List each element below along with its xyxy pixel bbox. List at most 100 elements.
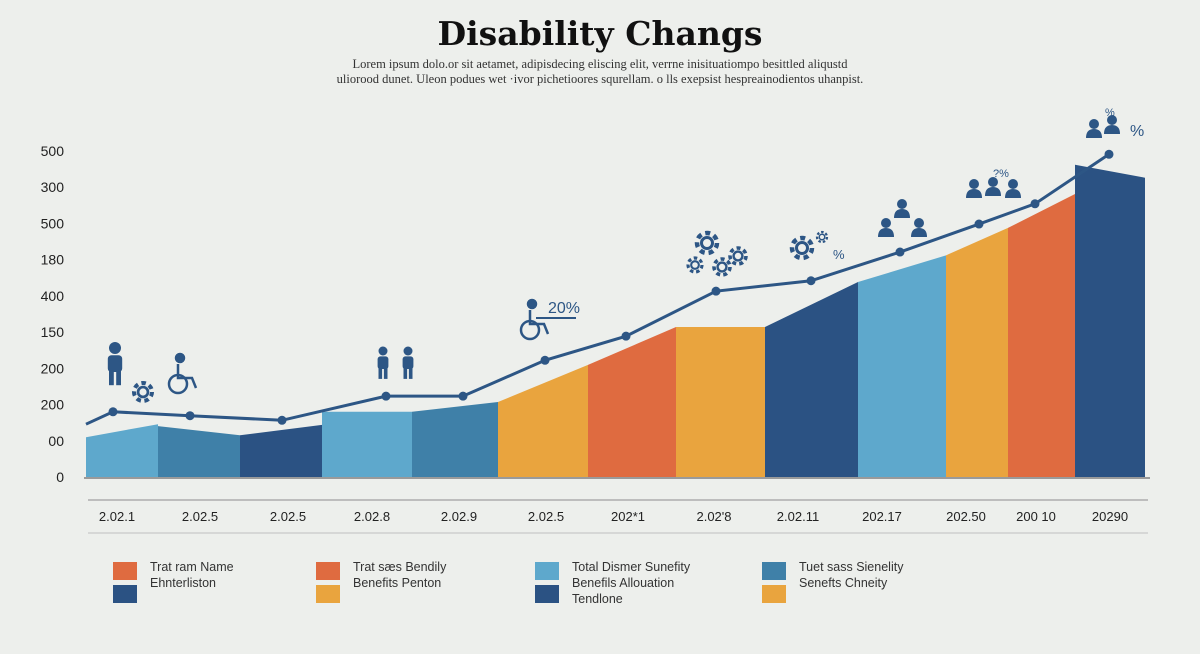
- x-tick-label: 2.02.9: [441, 509, 477, 524]
- line-point: [458, 391, 468, 401]
- line-point: [621, 331, 631, 341]
- gear-teeth: [815, 230, 829, 244]
- y-tick-label: 00: [48, 433, 64, 449]
- y-tick-label: 180: [41, 252, 65, 268]
- person-icon: [107, 342, 123, 386]
- person-body: [402, 356, 414, 369]
- person-head: [109, 342, 121, 354]
- gear-icon: [815, 230, 829, 244]
- wheelchair-icon: [519, 298, 550, 341]
- user-icon: [985, 177, 1001, 196]
- area-segment: [498, 364, 588, 477]
- annotation-label: ?%: [993, 168, 1009, 180]
- line-point: [806, 276, 816, 286]
- legend-swatch: [762, 562, 786, 580]
- x-tick-label: 2.02.5: [528, 509, 564, 524]
- line-point: [1104, 149, 1114, 159]
- x-tick-label: 2.02.5: [270, 509, 306, 524]
- line-point: [540, 355, 550, 365]
- legend-label: Senefts Chneity: [799, 576, 888, 590]
- user-icon: [894, 199, 910, 218]
- area-segment: [240, 424, 322, 477]
- user-icon: [1086, 119, 1102, 138]
- person-leg: [403, 368, 408, 379]
- area-segment: [158, 426, 240, 477]
- y-tick-label: 200: [41, 360, 65, 376]
- y-tick-label: 500: [41, 215, 65, 231]
- area-segment: [946, 227, 1008, 477]
- gear-icon: [694, 230, 720, 256]
- area-segment: [765, 282, 858, 477]
- legend-swatch: [316, 585, 340, 603]
- wheel-icon: [131, 380, 155, 404]
- head: [526, 298, 538, 310]
- legend-swatch: [113, 562, 137, 580]
- x-tick-label: 2.02.1: [99, 509, 135, 524]
- user-body: [985, 187, 1001, 196]
- frame: [528, 310, 550, 335]
- user-head: [881, 218, 891, 228]
- legend-label: Ehnterliston: [150, 576, 217, 590]
- user-body: [966, 189, 982, 198]
- legend-label: Benefils Allouation: [572, 576, 675, 590]
- gear-teeth: [712, 257, 732, 277]
- user-icon: [1104, 115, 1120, 134]
- gear-teeth: [728, 246, 748, 266]
- gear-ring: [690, 260, 700, 270]
- user-body: [894, 209, 910, 218]
- gear-icon: [712, 257, 732, 277]
- person-body: [107, 355, 123, 372]
- legend-label: Trat sæs Bendily: [353, 560, 447, 574]
- chart-subtitle: Lorem ipsum dolo.or sit aetamet, adipisd…: [336, 57, 864, 86]
- user-head: [969, 179, 979, 189]
- line-point: [895, 247, 905, 257]
- annotation-label: 20%: [548, 300, 580, 317]
- gear-ring: [136, 385, 150, 399]
- chart-title: Disability Changs: [437, 14, 763, 53]
- wheelchair-icon: [167, 352, 198, 395]
- x-tick-label: 202.17: [862, 509, 902, 524]
- legend-swatch: [535, 562, 559, 580]
- area-segment: [86, 424, 158, 477]
- gear-icon: [686, 256, 704, 274]
- user-body: [1104, 125, 1120, 134]
- legend-label: Benefits Penton: [353, 576, 442, 590]
- user-head: [988, 177, 998, 187]
- user-icon: [966, 179, 982, 198]
- person-head: [378, 346, 388, 356]
- person-leg: [408, 368, 413, 379]
- area-segment: [322, 411, 412, 477]
- person-leg: [116, 370, 121, 386]
- y-tick-label: 300: [41, 179, 65, 195]
- area-segment: [588, 327, 676, 477]
- frame: [176, 364, 198, 389]
- gear-ring: [732, 250, 744, 262]
- y-tick-label: 500: [41, 143, 65, 159]
- gear-teeth: [131, 380, 155, 404]
- annotation-label: %: [1105, 107, 1115, 119]
- legend-swatch: [535, 585, 559, 603]
- area-segment: [676, 327, 765, 477]
- user-body: [911, 228, 927, 237]
- user-head: [914, 218, 924, 228]
- area-segment: [858, 255, 946, 477]
- annotation-label: %: [1130, 123, 1144, 140]
- gear-teeth: [694, 230, 720, 256]
- x-tick-label: 2.02.8: [354, 509, 390, 524]
- gear-ring: [700, 236, 714, 250]
- y-tick-label: 400: [41, 288, 65, 304]
- user-head: [1008, 179, 1018, 189]
- gear-ring: [795, 241, 809, 255]
- x-tick-label: 202.50: [946, 509, 986, 524]
- person-leg: [378, 368, 383, 379]
- y-tick-label: 150: [41, 324, 65, 340]
- legend-label: Total Dismer Sunefity: [572, 560, 691, 574]
- legend-label: Tendlone: [572, 592, 623, 606]
- line-point: [185, 411, 195, 421]
- y-tick-label: 0: [56, 469, 64, 485]
- area-segment: [1008, 194, 1075, 478]
- line-point: [277, 415, 287, 425]
- gear-teeth: [789, 235, 815, 261]
- area-segment: [412, 402, 498, 477]
